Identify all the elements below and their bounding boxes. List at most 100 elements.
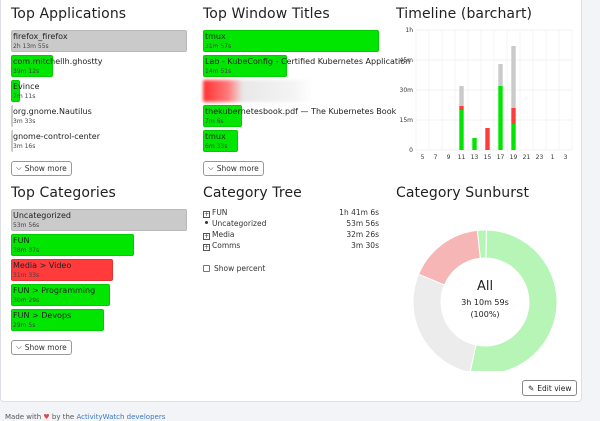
category-tree-section: Category Tree + FUN 1h 41m 6s Uncategorized… (203, 185, 379, 273)
x-tick-label: 3 (564, 154, 568, 161)
window-title-bar (203, 55, 287, 77)
expand-icon[interactable]: + (203, 211, 210, 218)
category-tree-row[interactable]: + FUN 1h 41m 6s (203, 208, 379, 219)
sunburst-segment[interactable] (417, 229, 481, 286)
expand-icon[interactable]: + (203, 233, 210, 240)
apps-show-more-button[interactable]: ⌵ Show more (11, 160, 72, 176)
categories-show-more-button[interactable]: ⌵ Show more (11, 339, 72, 355)
show-percent-checkbox[interactable] (203, 265, 210, 272)
y-tick-label: 1h (405, 27, 413, 34)
app-bar (11, 30, 187, 52)
category-bar (11, 209, 187, 231)
category-tree-row[interactable]: + Comms 3m 30s (203, 241, 379, 252)
window-title-time: 6m 33s (205, 143, 228, 150)
sunburst-segment[interactable] (476, 229, 487, 259)
category-name: FUN (13, 236, 30, 245)
sunburst-center-label: All (477, 279, 493, 294)
timeline-title: Timeline (barchart) (396, 6, 533, 22)
window-title-row[interactable] (203, 80, 383, 102)
category-sunburst-section: Category Sunburst All 3h 10m 59s (100%) (396, 185, 578, 371)
category-tree-time: 32m 26s (346, 230, 379, 239)
y-tick-label: 30m (400, 87, 414, 94)
category-bar (11, 259, 113, 281)
x-tick-label: 11 (458, 154, 466, 161)
category-row[interactable]: Uncategorized 53m 56s (11, 209, 189, 231)
x-tick-label: 7 (434, 154, 438, 161)
app-name: gnome-control-center (13, 132, 100, 141)
app-row[interactable]: firefox_firefox 2h 13m 55s (11, 30, 189, 52)
category-row[interactable]: FUN > Devops 29m 5s (11, 309, 189, 331)
edit-view-label: Edit view (537, 383, 572, 393)
timeline-bar (498, 64, 503, 86)
category-tree-row[interactable]: Uncategorized 53m 56s (203, 219, 379, 230)
category-time: 38m 37s (13, 247, 40, 254)
timeline-bar (511, 124, 516, 150)
top-applications-list: firefox_firefox 2h 13m 55s com.mitchellh.g… (11, 30, 189, 152)
y-tick-label: 15m (400, 117, 414, 124)
x-tick-label: 17 (497, 154, 505, 161)
footer-made-with: Made with (5, 413, 42, 421)
window-title-name: tmux (205, 132, 226, 141)
category-time: 30m 29s (13, 297, 40, 304)
app-time: 3m 33s (13, 118, 36, 125)
edit-view-button[interactable]: ✎ Edit view (522, 380, 578, 396)
category-bar (11, 284, 110, 306)
titles-show-more-button[interactable]: ⌵ Show more (203, 160, 264, 176)
x-tick-label: 23 (536, 154, 544, 161)
category-row[interactable]: FUN 38m 37s (11, 234, 189, 256)
top-window-titles-title: Top Window Titles (203, 6, 330, 22)
sunburst-segment[interactable] (469, 229, 558, 371)
category-row[interactable]: Media > Video 31m 33s (11, 259, 189, 281)
app-row[interactable]: org.gnome.Nautilus 3m 33s (11, 105, 189, 127)
category-tree-name: Media (212, 230, 235, 239)
window-title-time: 14m 51s (205, 68, 232, 75)
timeline-bar (511, 46, 516, 108)
show-more-label: Show more (24, 342, 67, 352)
top-categories-list: Uncategorized 53m 56s FUN 38m 37s Media > Vi… (11, 209, 189, 331)
show-percent-toggle[interactable]: Show percent (203, 264, 379, 273)
app-name: firefox_firefox (13, 32, 68, 41)
category-name: FUN > Programming (13, 286, 96, 295)
footer-link[interactable]: ActivityWatch developers (76, 413, 166, 421)
category-tree-name: FUN (212, 208, 228, 217)
app-row[interactable]: Evince 7m 11s (11, 80, 189, 102)
top-categories-title: Top Categories (11, 185, 116, 201)
window-title-bar (203, 30, 379, 52)
x-tick-label: 19 (510, 154, 518, 161)
category-time: 29m 5s (13, 322, 36, 329)
sunburst-chart: All 3h 10m 59s (100%) (412, 229, 558, 371)
category-row[interactable]: FUN > Programming 30m 29s (11, 284, 189, 306)
expand-icon[interactable]: + (203, 244, 210, 251)
window-title-row[interactable]: tmux 31m 57s (203, 30, 383, 52)
app-name: com.mitchellh.ghostty (13, 57, 103, 66)
app-name: Evince (13, 82, 40, 91)
y-tick-label: 45m (400, 57, 414, 64)
timeline-section: Timeline (barchart) 0 15m 30m 45m 1h 5 7 9 11 13 1… (396, 6, 578, 161)
top-categories-section: Top Categories Uncategorized 53m 56s FUN 38… (11, 185, 189, 355)
top-window-titles-list: tmux 31m 57s Lab - KubeConfig - Certified … (203, 30, 410, 152)
timeline-bar (511, 108, 516, 124)
window-title-row[interactable]: Lab - KubeConfig - Certified Kubernetes … (203, 55, 410, 77)
timeline-bar (459, 110, 464, 150)
category-tree-row[interactable]: + Media 32m 26s (203, 230, 379, 241)
window-title-time: 31m 57s (205, 43, 232, 50)
timeline-bar (498, 86, 503, 150)
bullet-icon (205, 221, 208, 224)
window-title-row[interactable]: tmux 6m 33s (203, 130, 383, 152)
category-tree-list: + FUN 1h 41m 6s Uncategorized 53m 56s + Media 3… (203, 208, 379, 252)
app-row[interactable]: gnome-control-center 3m 16s (11, 130, 189, 152)
x-tick-label: 15 (484, 154, 492, 161)
category-tree-time: 53m 56s (346, 219, 379, 228)
top-applications-section: Top Applications firefox_firefox 2h 13m 5… (11, 6, 189, 176)
x-tick-label: 21 (523, 154, 531, 161)
sunburst-segment[interactable] (412, 273, 477, 371)
category-name: Uncategorized (13, 211, 71, 220)
category-name: FUN > Devops (13, 311, 72, 320)
y-tick-label: 0 (409, 147, 413, 154)
sunburst-center-time: 3h 10m 59s (461, 298, 509, 307)
window-title-bar (203, 105, 242, 127)
category-time: 53m 56s (13, 222, 40, 229)
app-row[interactable]: com.mitchellh.ghostty 39m 12s (11, 55, 189, 77)
window-title-row[interactable]: thekubernetesbook.pdf — The Kubernetes B… (203, 105, 396, 127)
